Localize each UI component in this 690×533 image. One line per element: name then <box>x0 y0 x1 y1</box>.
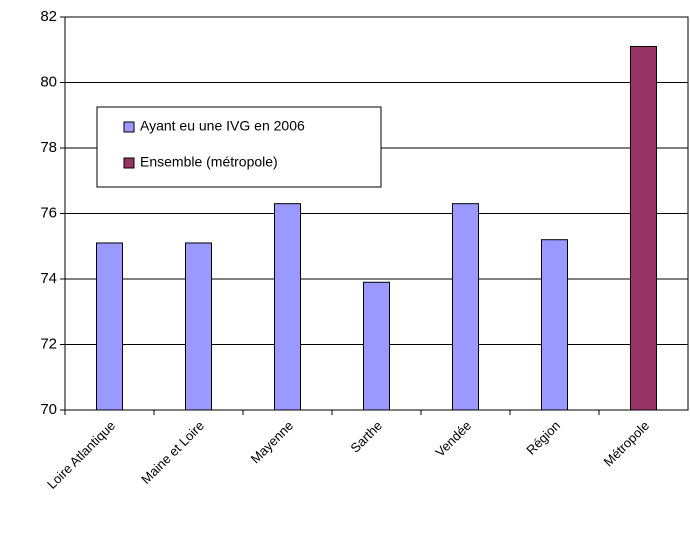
y-tick-label: 82 <box>40 8 57 25</box>
x-tick-label: Vendée <box>432 418 474 460</box>
legend-label: Ayant eu une IVG en 2006 <box>140 118 305 134</box>
x-tick-label: Loire Atlantique <box>44 418 118 492</box>
bar <box>541 239 568 411</box>
bar <box>630 45 657 411</box>
x-tick-label: Sarthe <box>347 418 385 456</box>
bar <box>452 203 479 411</box>
y-tick-label: 80 <box>40 73 57 90</box>
legend-label: Ensemble (métropole) <box>140 154 278 170</box>
bar <box>274 203 301 411</box>
y-tick-label: 74 <box>40 270 57 287</box>
legend-box <box>96 106 382 188</box>
legend-swatch <box>123 157 135 169</box>
y-tick-label: 78 <box>40 139 57 156</box>
x-tick-label: Mayenne <box>248 418 296 466</box>
y-tick-label: 70 <box>40 401 57 418</box>
y-tick-label: 72 <box>40 335 57 352</box>
legend-swatch <box>123 121 135 133</box>
x-tick-label: Métropole <box>601 418 652 469</box>
bar <box>185 242 212 411</box>
bar <box>96 242 123 411</box>
y-tick-label: 76 <box>40 204 57 221</box>
x-tick-label: Maine et Loire <box>138 418 207 487</box>
bar <box>363 281 390 411</box>
x-tick-label: Région <box>523 418 563 458</box>
